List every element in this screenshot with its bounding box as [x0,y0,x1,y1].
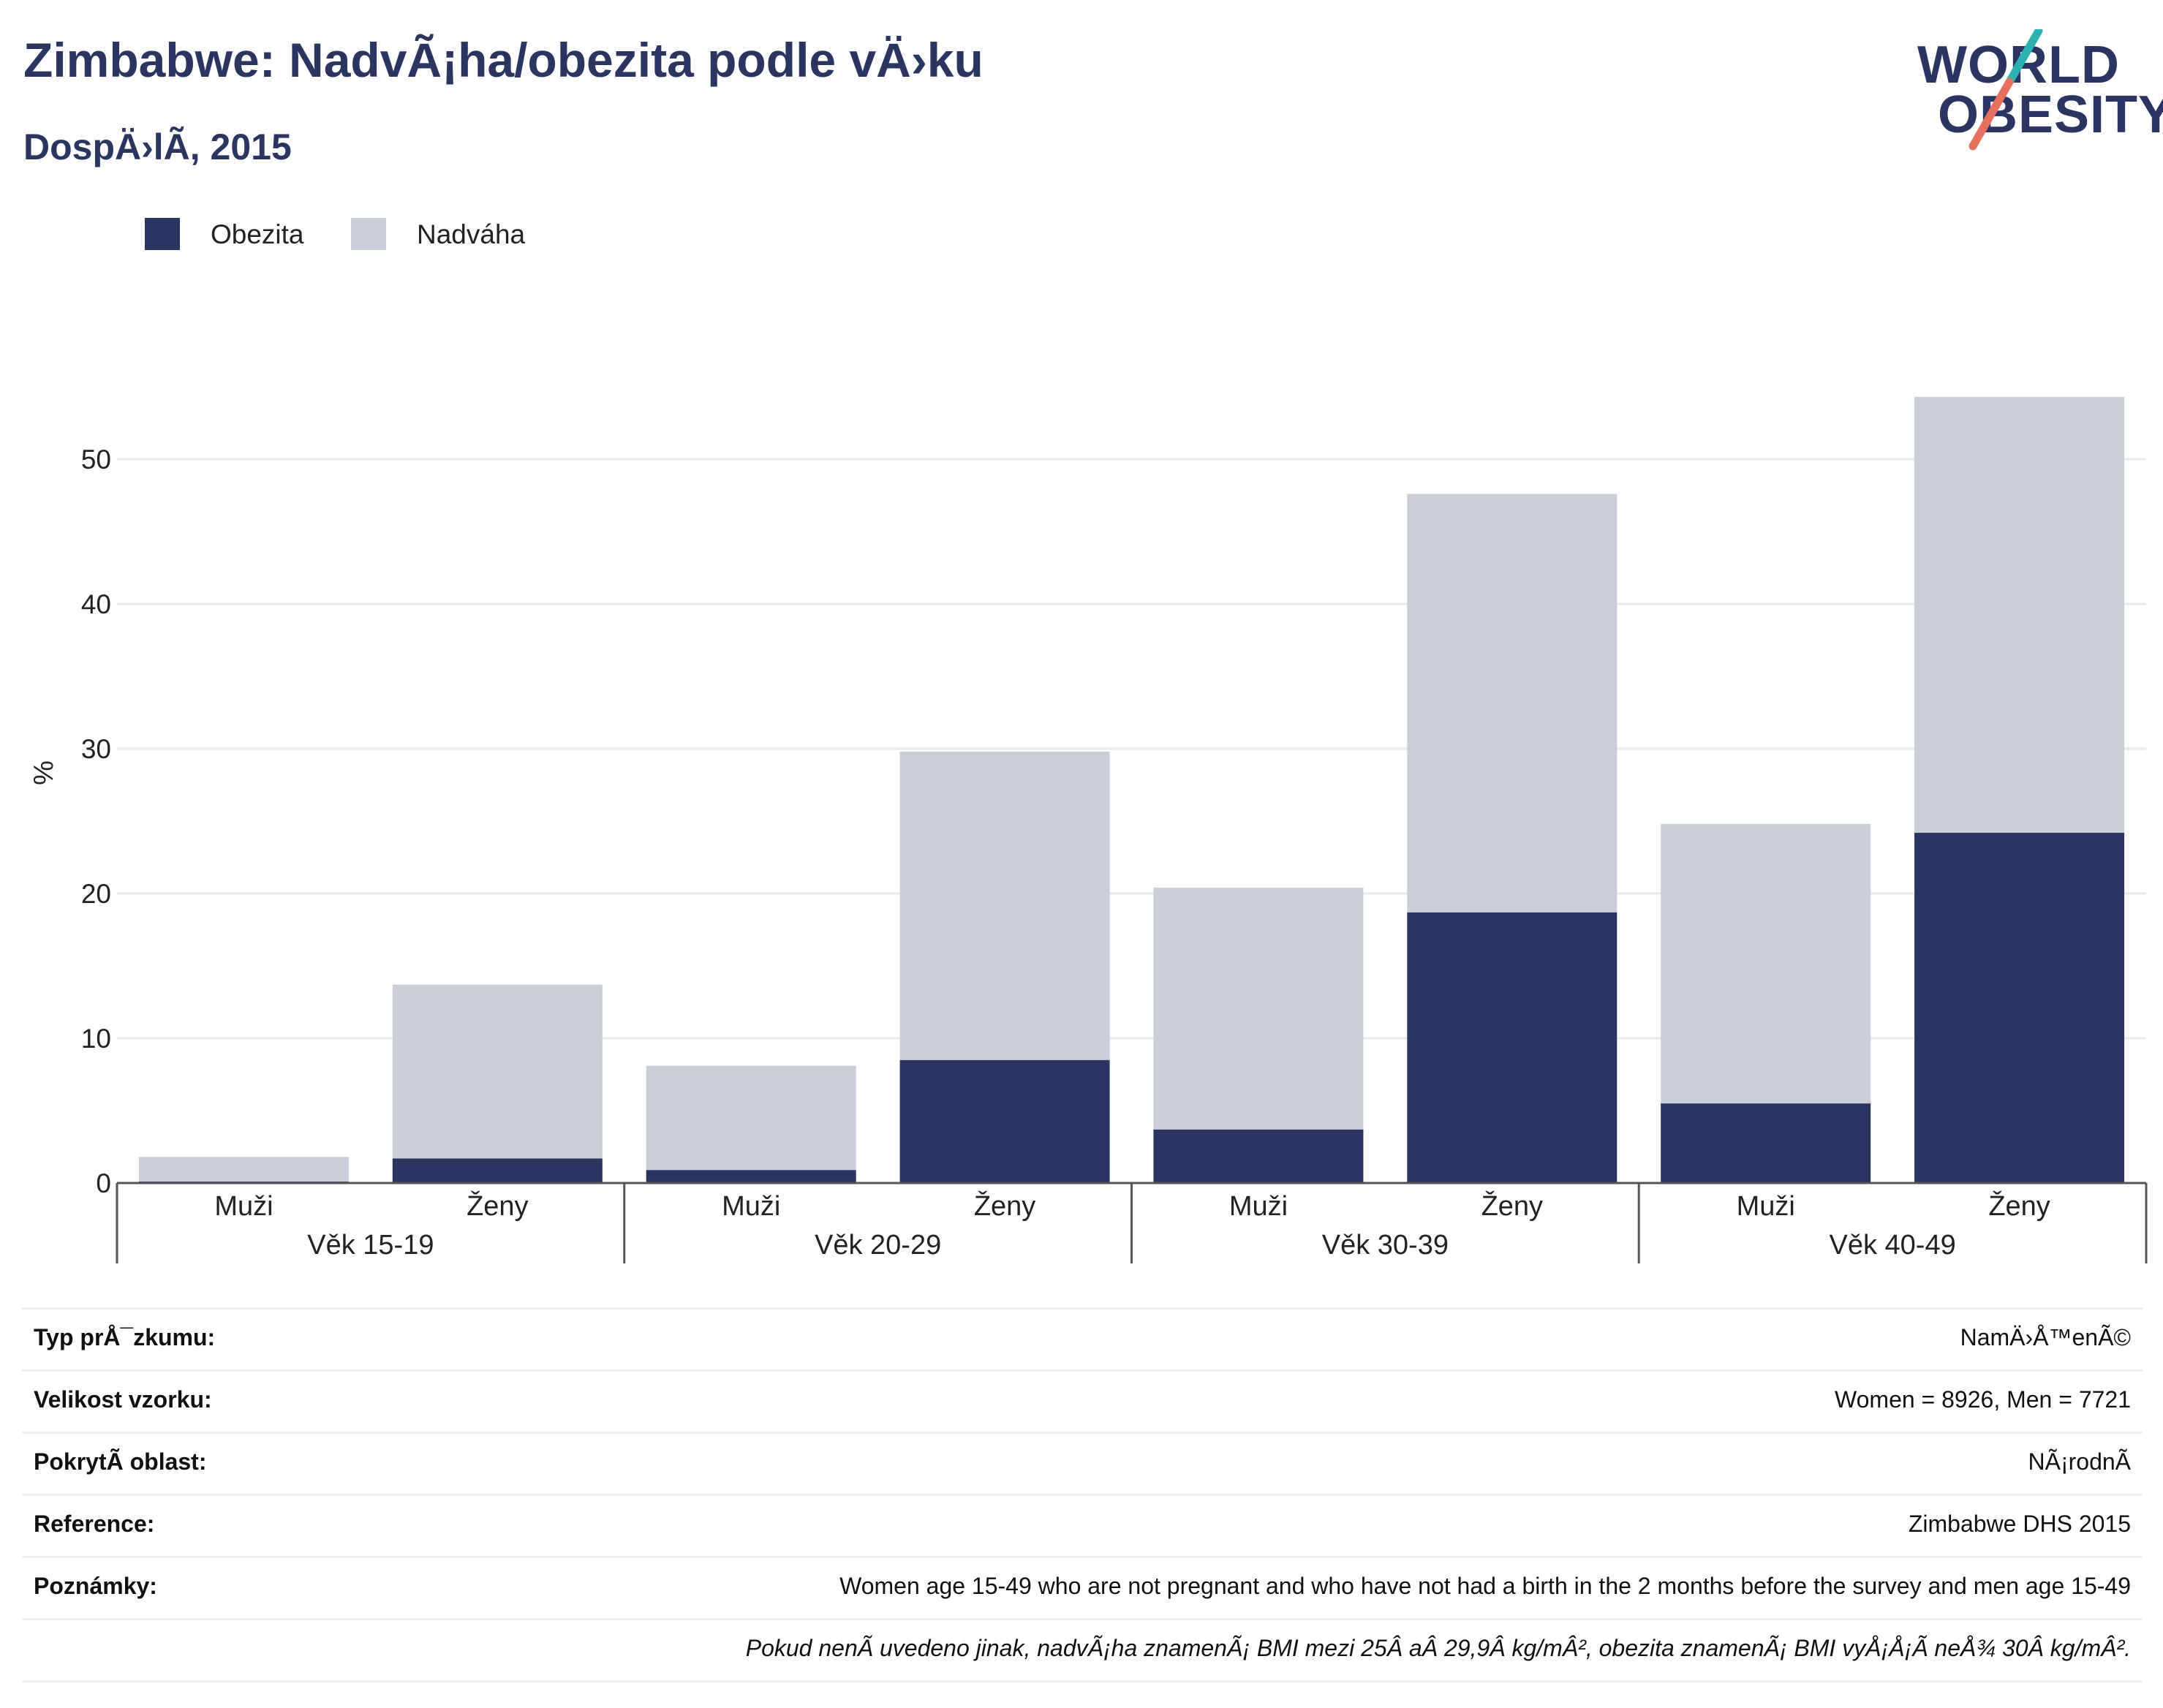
x-category-label: Muži [722,1191,780,1222]
bar-nadvaha [1661,823,1871,1104]
info-value: NamÄ›Å™enÃ© [1960,1324,2131,1350]
info-row-notes: Poznámky: Women age 15-49 who are not pr… [22,1556,2143,1618]
info-row-footnote: Pokud nenÃ­ uvedeno jinak, nadvÃ¡ha znam… [22,1618,2143,1682]
info-value: Zimbabwe DHS 2015 [1908,1511,2131,1537]
x-category-label: Ženy [467,1190,528,1222]
info-row-survey-type: Typ prÅ¯zkumu: NamÄ›Å™enÃ© [22,1307,2143,1369]
chart-title: Zimbabwe: NadvÃ¡ha/obezita podle vÄ›ku [23,33,984,87]
logo-slash-icon [1968,29,2043,151]
x-category-label: Muži [1229,1191,1288,1222]
bar-nadvaha [646,1065,856,1171]
bar-nadvaha [1407,494,1617,912]
x-group-label: Věk 30-39 [1322,1230,1449,1261]
info-row-coverage: PokrytÃ­ oblast: NÃ¡rodnÃ­ [22,1432,2143,1494]
bar-layer [138,396,2125,1184]
bar-nadvaha [899,751,1110,1060]
info-value: Women age 15-49 who are not pregnant and… [839,1573,2131,1599]
info-label: Velikost vzorku: [34,1386,212,1413]
survey-info-table: Typ prÅ¯zkumu: NamÄ›Å™enÃ© Velikost vzor… [22,1307,2143,1682]
y-tick-label: 20 [81,879,111,909]
bar-nadvaha [392,984,603,1159]
info-value: NÃ¡rodnÃ­ [2028,1448,2132,1475]
info-label: Reference: [34,1511,155,1537]
bar-obezita [1153,1129,1364,1183]
chart-subtitle: DospÄ›lÃ­, 2015 [23,126,292,167]
logo-slash-coral [1968,78,2014,151]
y-tick-label: 40 [81,589,111,619]
bar-obezita [1661,1103,1871,1183]
x-category-label: Ženy [1988,1190,2050,1222]
info-label: PokrytÃ­ oblast: [34,1448,207,1475]
y-tick-label: 50 [81,445,111,475]
x-group-label: Věk 20-29 [815,1230,941,1261]
x-category-label: Muži [214,1191,273,1222]
bar-nadvaha [138,1157,349,1182]
info-label: Poznámky: [34,1573,157,1599]
info-row-reference: Reference: Zimbabwe DHS 2015 [22,1494,2143,1556]
y-tick-label: 10 [81,1024,111,1054]
bar-obezita [899,1059,1110,1183]
x-category-label: Muži [1737,1191,1795,1222]
bmi-footnote: Pokud nenÃ­ uvedeno jinak, nadvÃ¡ha znam… [745,1635,2131,1661]
legend-swatch-overweight [351,218,386,250]
stacked-bar-chart: 0 10 20 30 40 50 Muži Ženy Muži Ženy Muži Ženy Muži Ž… [29,396,2148,1263]
logo-slash-teal [2005,29,2043,86]
axis-layer: 0 10 20 30 40 50 Muži Ženy Muži Ženy Muži Ženy Muži Ž… [81,445,2148,1263]
world-obesity-logo: WORLD OBESITY [1909,29,2163,154]
info-label: Typ prÅ¯zkumu: [34,1324,216,1350]
legend-label-obesity: Obezita [211,219,304,249]
x-category-label: Ženy [1481,1190,1543,1222]
y-tick-label: 0 [96,1168,111,1198]
y-axis-label: % [29,760,59,785]
bar-obezita [646,1170,856,1183]
info-value: Women = 8926, Men = 7721 [1834,1386,2131,1413]
y-tick-label: 30 [81,734,111,764]
info-row-sample-size: Velikost vzorku: Women = 8926, Men = 772… [22,1369,2143,1432]
bar-obezita [1407,912,1617,1183]
legend-label-overweight: Nadváha [417,219,526,249]
x-category-label: Ženy [974,1190,1035,1222]
legend-swatch-obesity [145,218,180,250]
bar-obezita [392,1158,603,1183]
bar-nadvaha [1914,396,2125,833]
x-group-label: Věk 40-49 [1830,1230,1956,1261]
bar-obezita [1914,832,2125,1183]
bar-nadvaha [1153,888,1364,1130]
x-group-label: Věk 15-19 [307,1230,434,1261]
